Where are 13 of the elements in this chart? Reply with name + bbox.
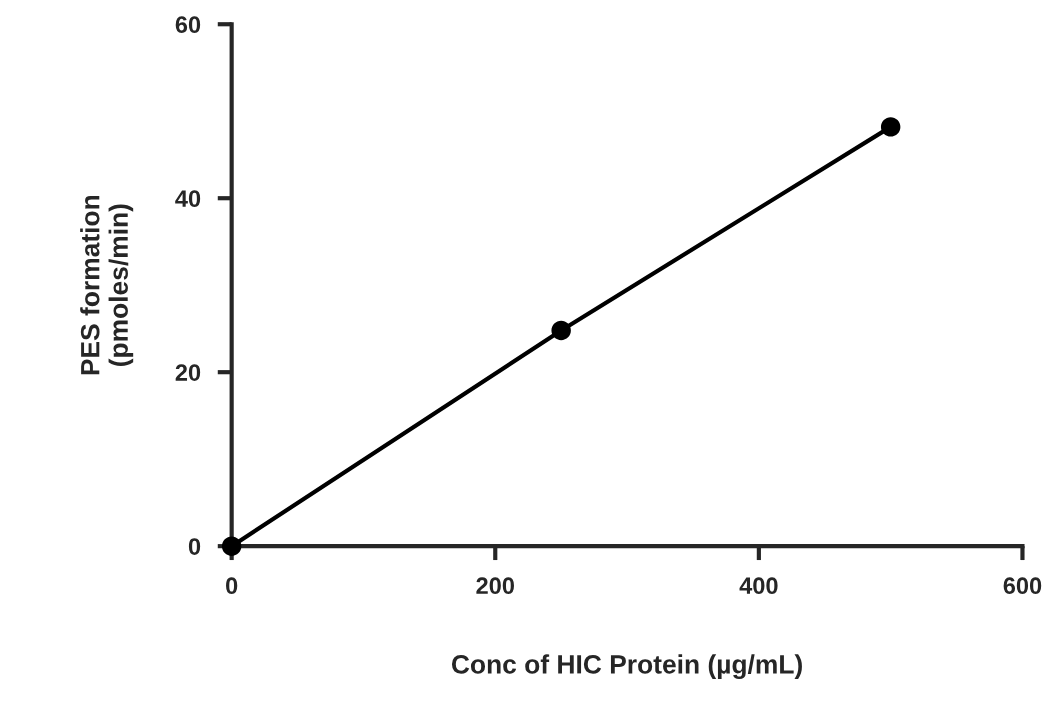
point	[221, 536, 242, 556]
x-tick-label: 400	[739, 577, 778, 595]
x-axis-title: Conc of HIC Protein (µg/mL)	[451, 654, 802, 679]
y-tick-label: 0	[188, 538, 201, 555]
y-axis-title: PES formation (pmoles/min)	[80, 195, 134, 375]
y-tick-label: 60	[175, 16, 201, 34]
x-tick-label: 200	[476, 577, 514, 595]
x-tick-label: 0	[226, 577, 238, 595]
y-tick-label: 40	[175, 190, 201, 207]
x-tick-label: 600	[1003, 577, 1042, 595]
point	[880, 117, 901, 137]
y-tick-label: 20	[175, 364, 201, 381]
point	[551, 320, 571, 341]
